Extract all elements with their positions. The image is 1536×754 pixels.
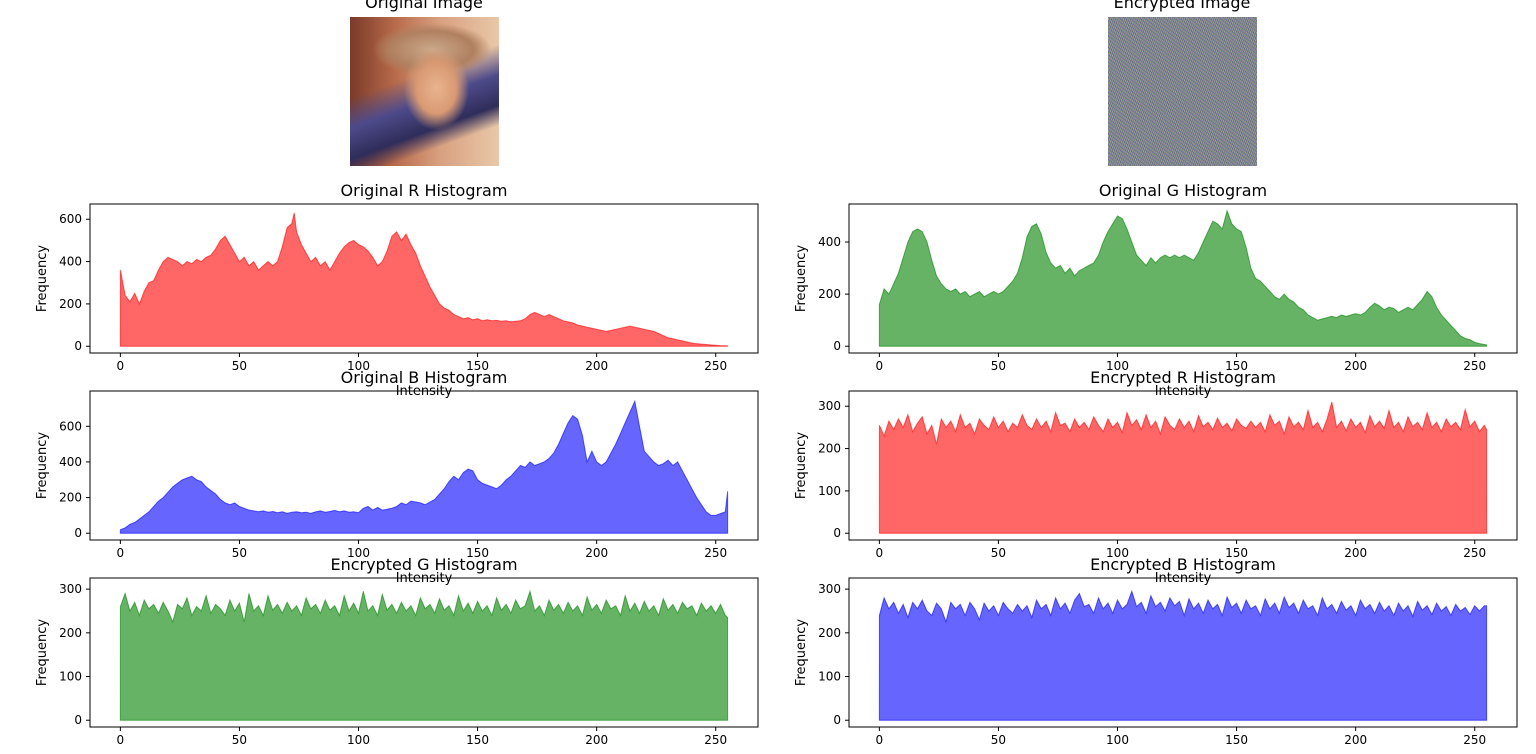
- x-tick-label: 50: [991, 359, 1006, 373]
- chart-title: Original G Histogram: [1099, 181, 1267, 200]
- chart-title: Encrypted R Histogram: [1090, 368, 1276, 387]
- y-axis-label: Frequency: [794, 619, 809, 686]
- x-tick-label: 250: [1463, 546, 1486, 560]
- x-tick-label: 200: [1344, 359, 1367, 373]
- axes-frame: [848, 390, 1518, 541]
- x-tick-label: 250: [704, 546, 727, 560]
- x-tick-label: 200: [585, 546, 608, 560]
- y-tick-label: 400: [59, 455, 82, 469]
- x-tick-label: 250: [1463, 359, 1486, 373]
- x-tick-label: 100: [347, 733, 370, 747]
- y-tick-label: 0: [74, 526, 82, 540]
- original-image: [350, 17, 499, 166]
- histogram-panel-5: 0 50 100 150 200 250 0 100 200 300 Frequency Encryp…: [794, 555, 1518, 747]
- x-tick-label: 150: [1225, 546, 1248, 560]
- y-tick-label: 600: [59, 419, 82, 433]
- histogram-panel-0: 0 50 100 150 200 2500200400600FrequencyIntens…: [35, 181, 759, 399]
- y-axis-label: Frequency: [794, 245, 809, 312]
- x-tick-label: 200: [585, 359, 608, 373]
- y-tick-label: 0: [74, 339, 82, 353]
- x-tick-label: 150: [466, 359, 489, 373]
- y-tick-label: 200: [59, 491, 82, 505]
- y-tick-label: 400: [59, 255, 82, 269]
- y-axis-label: Frequency: [35, 619, 50, 686]
- y-tick-label: 400: [818, 235, 841, 249]
- chart-title: Original B Histogram: [341, 368, 508, 387]
- x-tick-label: 150: [466, 733, 489, 747]
- histogram-panel-1: 0 50 100 150 200 2500200400FrequencyIntensity…: [794, 181, 1518, 399]
- x-tick-label: 100: [1106, 546, 1129, 560]
- x-tick-label: 0: [117, 733, 125, 747]
- x-tick-label: 0: [876, 546, 884, 560]
- y-tick-label: 300: [59, 582, 82, 596]
- x-tick-label: 250: [704, 733, 727, 747]
- y-tick-label: 0: [833, 713, 841, 727]
- histogram-area: [119, 399, 729, 534]
- encrypted-image-title: Encrypted Image: [1113, 0, 1251, 12]
- encrypted-image: [1108, 17, 1257, 166]
- axes-frame: [89, 390, 759, 541]
- x-tick-label: 100: [1106, 733, 1129, 747]
- x-tick-label: 150: [466, 546, 489, 560]
- y-tick-label: 600: [59, 212, 82, 226]
- y-tick-label: 200: [818, 626, 841, 640]
- x-tick-label: 50: [232, 733, 247, 747]
- histogram-area: [878, 401, 1488, 534]
- axes-frame: [89, 203, 759, 354]
- y-tick-label: 100: [59, 670, 82, 684]
- axes-frame: [848, 577, 1518, 728]
- chart-title: Original R Histogram: [341, 181, 508, 200]
- x-tick-label: 100: [347, 359, 370, 373]
- y-tick-label: 200: [59, 297, 82, 311]
- y-tick-label: 100: [818, 670, 841, 684]
- x-tick-label: 100: [1106, 359, 1129, 373]
- x-tick-label: 200: [1344, 546, 1367, 560]
- x-tick-label: 150: [1225, 733, 1248, 747]
- axes-frame: [89, 577, 759, 728]
- x-tick-label: 0: [117, 359, 125, 373]
- x-tick-label: 150: [1225, 359, 1248, 373]
- y-tick-label: 0: [74, 713, 82, 727]
- y-tick-label: 200: [59, 626, 82, 640]
- histogram-panel-3: 0 50 100 150 200 2500100200300FrequencyIntens…: [794, 368, 1518, 586]
- x-tick-label: 200: [585, 733, 608, 747]
- x-tick-label: 0: [876, 359, 884, 373]
- y-axis-label: Frequency: [794, 432, 809, 499]
- x-tick-label: 50: [232, 546, 247, 560]
- histogram-area: [119, 212, 729, 347]
- y-tick-label: 0: [833, 339, 841, 353]
- histogram-area: [878, 589, 1488, 721]
- histogram-panel-4: 0 50 100 150 200 250 0 100 200 300 Frequency Encryp…: [35, 555, 759, 747]
- x-tick-label: 200: [1344, 733, 1367, 747]
- histogram-panel-2: 0 50 100 150 200 2500200400600FrequencyIntens…: [35, 368, 759, 586]
- histogram-area: [119, 589, 729, 721]
- y-axis-label: Frequency: [35, 245, 50, 312]
- x-tick-label: 250: [704, 359, 727, 373]
- x-tick-label: 50: [991, 733, 1006, 747]
- original-image-title: Original Image: [365, 0, 483, 12]
- y-tick-label: 300: [818, 582, 841, 596]
- axes-frame: [848, 203, 1518, 354]
- y-tick-label: 200: [818, 287, 841, 301]
- x-tick-label: 50: [232, 359, 247, 373]
- histogram-area: [878, 209, 1488, 347]
- x-tick-label: 0: [117, 546, 125, 560]
- x-tick-label: 0: [876, 733, 884, 747]
- chart-title: Encrypted G Histogram: [330, 555, 517, 574]
- y-axis-label: Frequency: [35, 432, 50, 499]
- y-tick-label: 100: [818, 484, 841, 498]
- x-tick-label: 100: [347, 546, 370, 560]
- chart-title: Encrypted B Histogram: [1090, 555, 1276, 574]
- y-tick-label: 0: [833, 526, 841, 540]
- x-tick-label: 250: [1463, 733, 1486, 747]
- x-tick-label: 50: [991, 546, 1006, 560]
- y-tick-label: 300: [818, 399, 841, 413]
- y-tick-label: 200: [818, 442, 841, 456]
